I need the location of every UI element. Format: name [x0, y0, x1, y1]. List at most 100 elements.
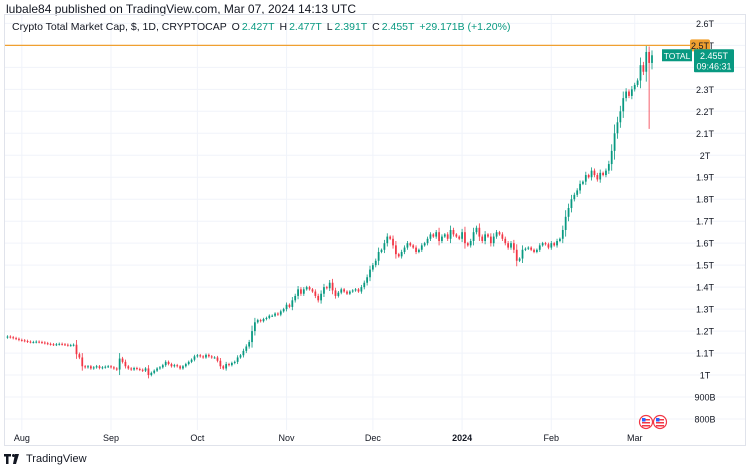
candle [622, 91, 625, 118]
candle-body [357, 289, 360, 292]
candle-body [573, 194, 576, 200]
candle-body [443, 234, 446, 237]
candle-body [579, 183, 581, 191]
candle [219, 358, 222, 370]
candle-body [409, 243, 412, 246]
candle-body [271, 315, 274, 317]
legend-high-label: H [279, 21, 288, 33]
candle-body [607, 164, 610, 171]
candle [242, 348, 245, 358]
candle [550, 240, 553, 250]
candle [78, 352, 81, 360]
candle-body [369, 269, 371, 278]
candle-body [242, 350, 245, 356]
candle-body [66, 344, 69, 346]
candle [199, 353, 202, 358]
footer-branding[interactable]: TradingView [4, 451, 87, 467]
candle [159, 366, 161, 370]
y-tick-label: 1.5T [696, 261, 715, 271]
candle-body [619, 111, 622, 123]
candle [291, 297, 294, 311]
candle-body [228, 364, 230, 366]
y-tick-label: 2.1T [696, 129, 715, 139]
candle [636, 78, 639, 88]
candle [6, 335, 9, 339]
candle [314, 289, 317, 299]
candle-body [475, 227, 478, 233]
candle [136, 366, 138, 371]
x-tick-label: Dec [365, 433, 382, 443]
last-price-countdown: 09:46:31 [696, 61, 731, 71]
tradingview-logo-icon [4, 454, 19, 464]
candle [49, 342, 52, 346]
candle [495, 229, 498, 239]
candle [193, 354, 196, 362]
candle-body [628, 91, 630, 96]
candle-body [23, 340, 26, 342]
candle [438, 227, 440, 246]
candle-body [20, 339, 23, 341]
candle-body [541, 243, 544, 246]
candle-body [202, 356, 205, 358]
candle [18, 337, 20, 342]
candle-body [518, 258, 521, 261]
candle [610, 144, 613, 171]
candle-body [305, 287, 308, 290]
candle-body [124, 361, 127, 367]
candle [259, 318, 262, 323]
y-tick-label: 800B [694, 415, 715, 425]
candle-body [380, 249, 383, 252]
candle-body [118, 358, 121, 370]
candle-body [230, 362, 233, 366]
legend-low-value: 2.391T [334, 21, 368, 33]
legend-symbol: Crypto Total Market Cap, $, 1D, CRYPTOCA… [12, 21, 227, 33]
candle [547, 242, 550, 250]
candle-body [507, 243, 510, 248]
candle [130, 367, 133, 371]
candle-body [136, 368, 138, 370]
candle [239, 353, 242, 359]
candle-body [536, 249, 538, 252]
candle-body [127, 366, 130, 369]
candle [104, 365, 107, 369]
candle [98, 364, 101, 370]
candle [406, 240, 409, 250]
us-flag-event-icon [638, 414, 654, 430]
candle-body [216, 357, 219, 361]
candle-body [328, 282, 331, 289]
candle-body [533, 249, 535, 252]
candle-body [377, 251, 380, 261]
legend-open-value: 2.427T [241, 21, 275, 33]
y-tick-label: 2.2T [696, 107, 715, 117]
candle-body [184, 364, 187, 367]
candle [161, 363, 164, 369]
candle-body [107, 366, 110, 368]
last-price-tag [694, 49, 734, 73]
candle [487, 233, 489, 238]
candle [248, 339, 251, 349]
candle-body [383, 243, 386, 250]
candle [207, 353, 210, 358]
candle-body [210, 356, 213, 358]
candle-body [55, 344, 58, 346]
candle-body [521, 249, 524, 259]
candle-body [262, 319, 265, 322]
candle-body [633, 84, 636, 90]
candle [441, 234, 443, 244]
candle [20, 338, 23, 342]
candle [147, 365, 150, 379]
candle-body [233, 361, 236, 363]
candle-body [596, 175, 599, 180]
candle [400, 249, 403, 259]
candle-body [12, 337, 15, 339]
candle [328, 279, 331, 291]
y-tick-label: 1.3T [696, 305, 715, 315]
candle [429, 232, 432, 241]
candle-body [26, 340, 29, 342]
event-icon-stripe [656, 419, 664, 421]
candle [602, 171, 604, 177]
candle [236, 355, 239, 365]
candle-body [58, 343, 61, 345]
candle-body [265, 317, 268, 320]
